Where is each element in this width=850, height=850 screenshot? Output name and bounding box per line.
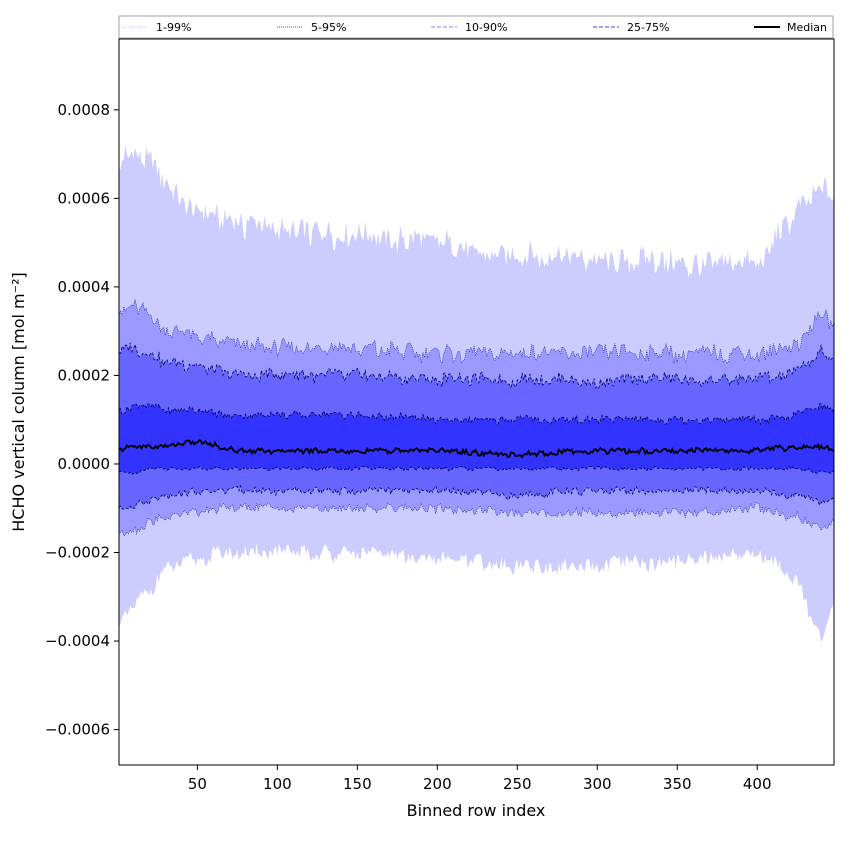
y-tick-label: 0.0000 [58, 455, 111, 473]
line-upper-25-75pct [118, 402, 835, 426]
plot-frame [118, 38, 835, 766]
x-tick-label: 400 [743, 775, 772, 793]
x-tick-label: 300 [583, 775, 612, 793]
legend-label: 10-90% [465, 21, 507, 34]
line-lower-5-95pct [118, 501, 835, 537]
x-axis-ticks: 50 100 150 200 250 300 350 400 [188, 765, 772, 793]
x-tick-label: 100 [263, 775, 292, 793]
legend-label: 1-99% [156, 21, 191, 34]
line-upper-5-95pct [118, 298, 835, 365]
median-line [118, 439, 835, 459]
legend-label: Median [787, 21, 827, 34]
y-tick-label: −0.0006 [45, 721, 110, 739]
line-upper-10-90pct [118, 342, 835, 390]
x-tick-label: 50 [188, 775, 207, 793]
x-axis-label: Binned row index [407, 801, 546, 820]
percentile-bands [119, 146, 834, 642]
y-tick-label: 0.0002 [58, 366, 111, 384]
legend-label: 25-75% [627, 21, 669, 34]
y-axis-label: HCHO vertical column [mol m⁻²] [9, 272, 28, 531]
x-tick-label: 200 [423, 775, 452, 793]
y-tick-label: 0.0004 [58, 278, 111, 296]
y-tick-label: −0.0004 [45, 632, 110, 650]
x-tick-label: 150 [343, 775, 372, 793]
y-tick-label: 0.0006 [58, 189, 111, 207]
legend-box [118, 15, 834, 39]
percentile-lines [118, 146, 835, 643]
legend: 1-99% 5-95% 10-90% 25-75% Median [118, 15, 834, 39]
x-tick-label: 350 [663, 775, 692, 793]
x-tick-label: 250 [503, 775, 532, 793]
y-tick-label: 0.0008 [58, 101, 111, 119]
legend-label: 5-95% [311, 21, 346, 34]
line-upper-1-99pct [118, 146, 835, 279]
line-lower-25-75pct [118, 465, 835, 475]
y-tick-label: −0.0002 [45, 544, 110, 562]
y-axis-ticks: −0.0006 −0.0004 −0.0002 0.0000 0.0002 0.0004 0… [45, 101, 119, 739]
